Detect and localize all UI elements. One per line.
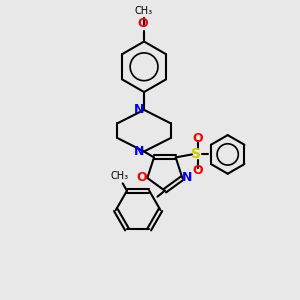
Text: S: S xyxy=(191,147,202,161)
Text: O: O xyxy=(137,172,147,184)
Text: N: N xyxy=(134,145,144,158)
Text: N: N xyxy=(182,172,192,184)
Text: CH₃: CH₃ xyxy=(110,171,128,181)
Text: O: O xyxy=(193,132,203,145)
Text: CH₃: CH₃ xyxy=(135,6,153,16)
Text: O: O xyxy=(137,16,148,30)
Text: O: O xyxy=(193,164,203,177)
Text: N: N xyxy=(134,103,144,116)
